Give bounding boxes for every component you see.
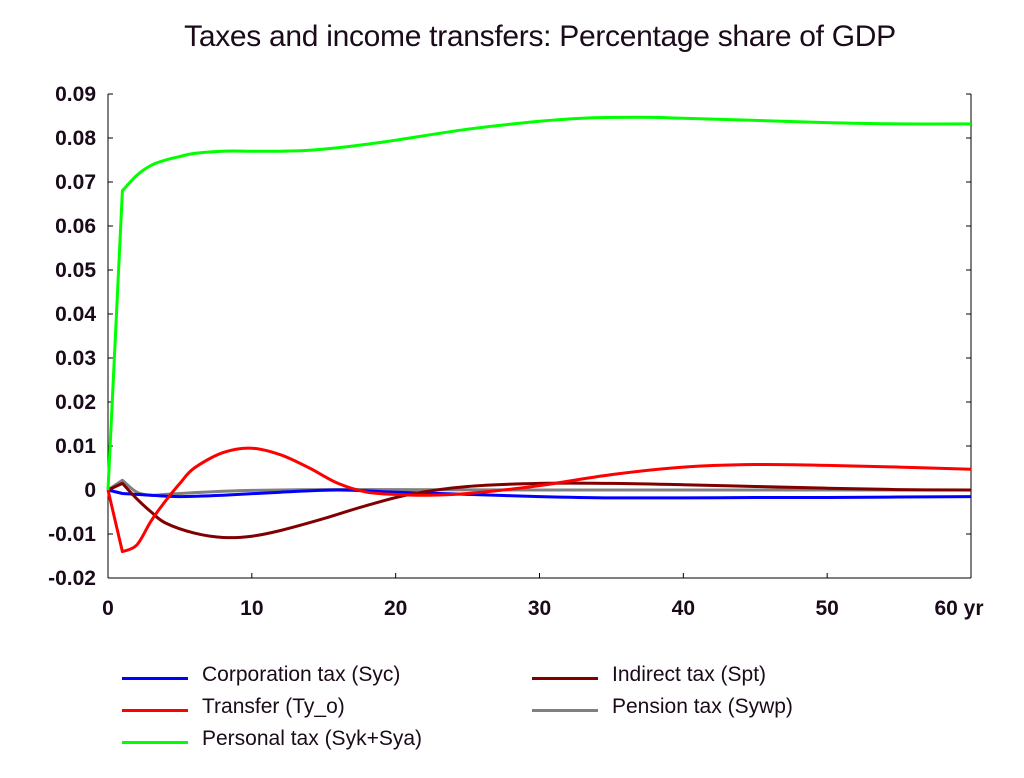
y-tick-label: 0.09 [55, 83, 96, 106]
series-line-transfer-ty-o [106, 446, 972, 554]
x-tick-label: 40 [672, 597, 695, 620]
y-tick-label: 0.05 [55, 259, 96, 282]
y-tick-label: 0.02 [55, 391, 96, 414]
y-tick-label: -0.02 [48, 567, 96, 590]
y-tick-label: 0.01 [55, 435, 96, 458]
y-tick-label: 0.04 [55, 303, 96, 326]
y-tick-label: 0 [84, 479, 96, 502]
x-tick-label: 20 [384, 597, 407, 620]
y-tick-label: 0.07 [55, 171, 96, 194]
y-tick-label: -0.01 [48, 523, 96, 546]
y-tick-label: 0.08 [55, 127, 96, 150]
chart-title: Taxes and income transfers: Percentage s… [184, 20, 896, 53]
x-tick-label: 10 [240, 597, 263, 620]
y-tick-label: 0.06 [55, 215, 96, 238]
x-tick-label: 60 yr [934, 597, 983, 620]
y-tick-label: 0.03 [55, 347, 96, 370]
x-tick-label: 0 [102, 597, 114, 620]
series-line-indirect-tax-spt [107, 481, 972, 540]
x-tick-label: 50 [815, 597, 838, 620]
series-line-personal-tax-syk-sya [106, 115, 972, 491]
x-tick-label: 30 [528, 597, 551, 620]
